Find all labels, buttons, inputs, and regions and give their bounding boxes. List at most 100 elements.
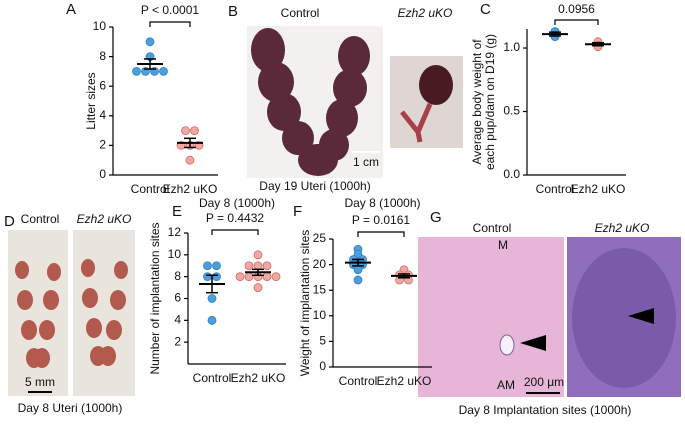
data-point <box>190 126 199 136</box>
photo-label: Control <box>21 212 60 226</box>
panel-letter: A <box>66 1 76 18</box>
scale-label: 5 mm <box>25 375 55 389</box>
photo-panel-b: B Control Ezh2 uKO 1 cm Day 19 Uteri (10… <box>228 3 463 193</box>
y-axis-label: Number of implantation sites <box>148 222 162 374</box>
y-tick-label: 20 <box>313 257 327 271</box>
x-tick-label: Ezh2 uKO <box>231 371 286 385</box>
y-tick-label: 4 <box>99 108 106 122</box>
data-point <box>132 67 141 76</box>
y-tick-label: 0 <box>99 167 106 181</box>
data-point <box>235 272 245 282</box>
y-tick-label: 0.0 <box>503 167 520 181</box>
scale-label: 200 μm <box>524 375 564 389</box>
y-tick-label: 0.5 <box>503 104 520 118</box>
data-point <box>253 250 263 260</box>
data-point <box>262 272 272 282</box>
photo-label: Control <box>281 6 320 20</box>
y-tick-label: 6 <box>99 78 106 92</box>
data-point <box>145 37 155 47</box>
panel-letter: D <box>4 213 15 230</box>
data-point <box>181 126 190 136</box>
photo-label: Ezh2 uKO <box>77 212 132 226</box>
significance-bracket <box>149 21 191 27</box>
significance-label: 0.0956 <box>558 2 595 16</box>
data-point <box>253 261 263 271</box>
x-tick-label: Ezh2 uKO <box>163 182 218 196</box>
x-tick-label: Control <box>193 371 232 385</box>
annotation: M <box>498 238 508 252</box>
data-point <box>212 261 221 271</box>
y-tick-label: 5 <box>319 334 326 348</box>
x-tick-label: Control <box>339 374 378 388</box>
y-axis-label: each pup/dam on D19 (g) <box>483 34 497 170</box>
y-tick-label: 1.0 <box>503 40 520 54</box>
data-point <box>262 261 272 271</box>
y-axis-label: Litter sizes <box>84 72 98 129</box>
data-point <box>207 315 217 325</box>
uterus <box>419 65 453 105</box>
data-point <box>253 283 263 292</box>
chart-title: Day 8 (1000h) <box>344 196 420 210</box>
significance-bracket <box>554 19 599 25</box>
y-tick-label: 2 <box>99 138 106 152</box>
data-point <box>353 275 363 285</box>
data-point <box>244 261 254 271</box>
caption: Day 8 Implantation sites (1000h) <box>459 403 632 417</box>
significance-label: P < 0.0001 <box>141 3 199 17</box>
arrowhead <box>628 308 654 324</box>
uterus <box>15 259 128 368</box>
scale-label: 1 cm <box>353 155 379 169</box>
data-point <box>159 67 168 76</box>
data-point <box>203 272 212 282</box>
y-tick-label: 6 <box>174 291 181 305</box>
photo <box>73 230 135 396</box>
y-axis-label: Weight of implantation sites <box>298 230 312 377</box>
photo-label: Ezh2 uKO <box>595 221 650 235</box>
panel-letter: F <box>293 203 302 220</box>
y-tick-label: 4 <box>174 313 181 327</box>
y-tick-label: 2 <box>174 334 181 348</box>
chart-title: Day 8 (1000h) <box>199 196 275 210</box>
data-point <box>185 155 195 165</box>
y-tick-label: 8 <box>174 269 181 283</box>
y-tick-label: 8 <box>99 49 106 63</box>
panel-letter: C <box>480 1 491 18</box>
panel-letter: B <box>228 3 238 20</box>
annotation: AM <box>497 378 515 392</box>
y-tick-label: 25 <box>313 231 327 245</box>
y-axis-label: Average body weight of <box>470 39 484 165</box>
panel-letter: G <box>430 209 442 226</box>
y-tick-label: 15 <box>313 282 327 296</box>
data-point <box>212 272 221 282</box>
y-tick-label: 10 <box>168 247 182 261</box>
arrowhead <box>520 335 546 351</box>
data-point <box>207 294 217 303</box>
tissue <box>572 248 676 388</box>
x-tick-label: Ezh2 uKO <box>377 374 432 388</box>
x-tick-label: Ezh2 uKO <box>571 182 626 196</box>
photo <box>418 237 564 397</box>
significance-label: P = 0.4432 <box>206 211 264 225</box>
data-point <box>203 261 212 271</box>
uterus <box>400 103 433 143</box>
photo-label: Control <box>473 221 512 235</box>
data-point <box>353 265 363 275</box>
significance-label: P = 0.0161 <box>352 213 410 227</box>
photo-panel-d: D Control Ezh2 uKO 5 mm Day 8 Uteri (100… <box>4 212 135 415</box>
photo-label: Ezh2 uKO <box>398 6 453 20</box>
data-point <box>271 272 281 282</box>
x-tick-label: Control <box>536 182 575 196</box>
significance-bracket <box>357 231 405 237</box>
caption: Day 19 Uteri (1000h) <box>259 179 370 193</box>
y-tick-label: 10 <box>93 19 107 33</box>
uterus <box>251 28 370 176</box>
x-tick-label: Control <box>131 182 170 196</box>
embryo <box>499 334 515 356</box>
significance-bracket <box>211 229 259 235</box>
caption: Day 8 Uteri (1000h) <box>18 401 123 415</box>
panel-letter: E <box>172 203 182 220</box>
y-tick-label: 10 <box>313 308 327 322</box>
y-tick-label: 0 <box>319 359 326 373</box>
data-point <box>244 272 254 282</box>
